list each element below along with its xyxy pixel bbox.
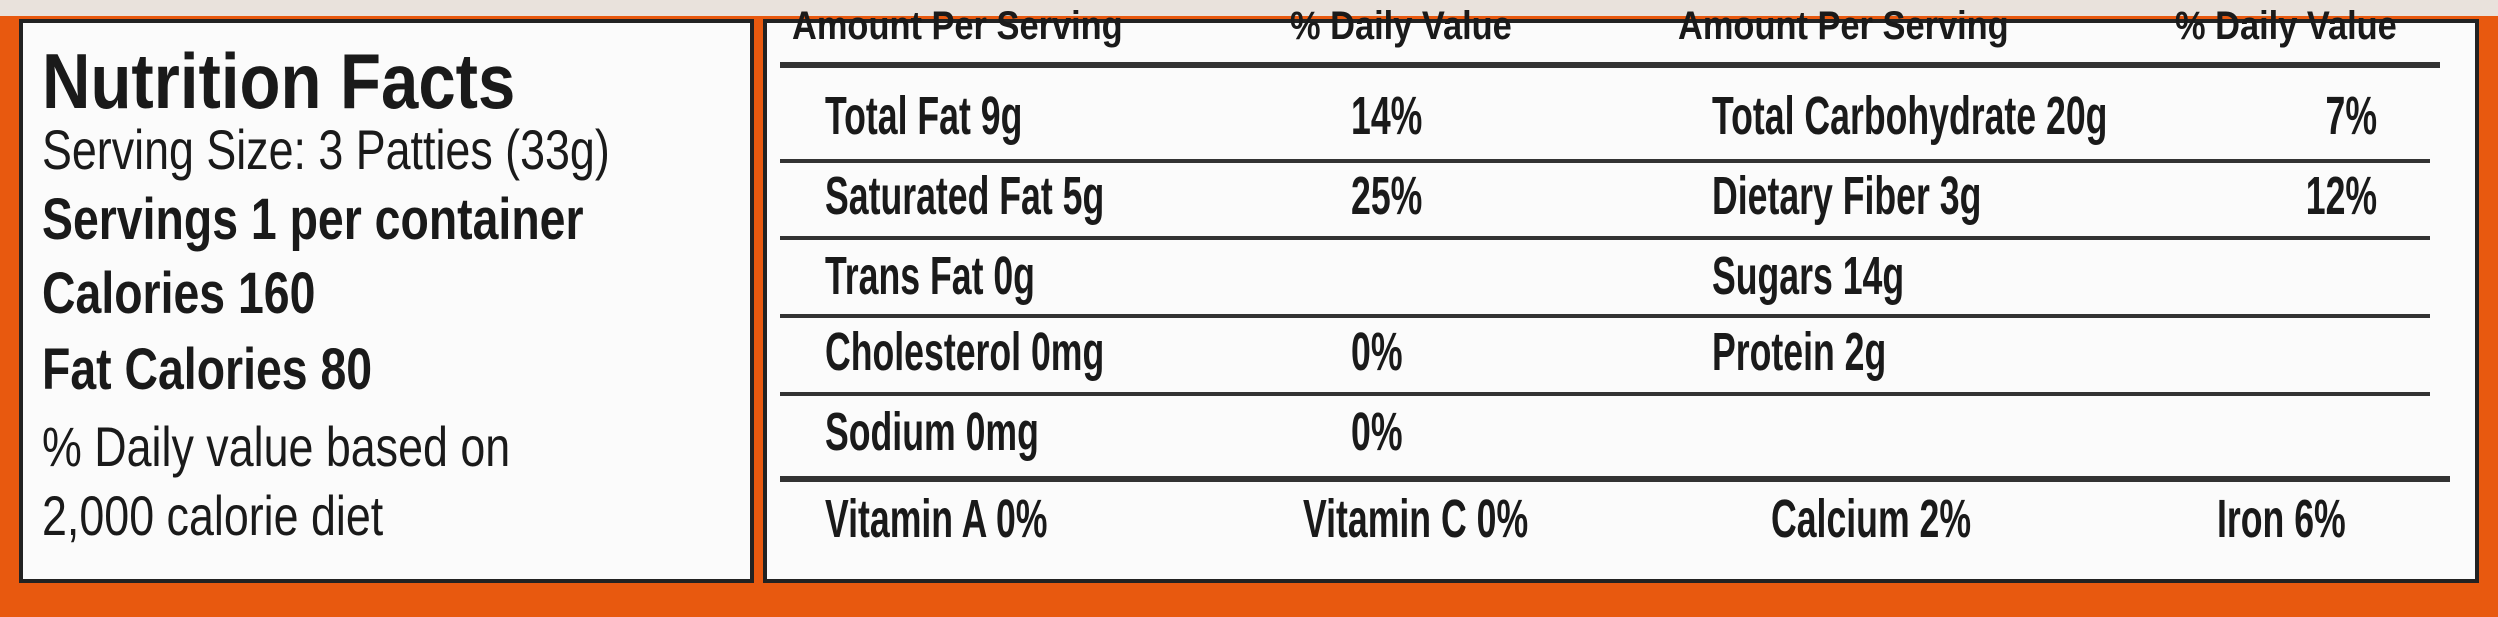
vitamin: Vitamin C 0% <box>1303 489 1529 549</box>
nutrient-name: Trans Fat 0g <box>825 246 1035 306</box>
rule <box>780 314 2430 318</box>
background-strip <box>0 0 2498 16</box>
vitamin: Iron 6% <box>2217 489 2346 549</box>
right-panel <box>763 19 2479 583</box>
nutrient-name: Dietary Fiber 3g <box>1712 166 1982 226</box>
fat-calories: Fat Calories 80 <box>42 337 373 402</box>
servings: Servings 1 per container <box>42 187 584 252</box>
calories: Calories 160 <box>42 261 316 326</box>
rule <box>780 159 2430 163</box>
daily-value: 25% <box>1351 166 1423 226</box>
daily-value: 7% <box>2325 86 2377 146</box>
serving-size: Serving Size: 3 Patties (33g) <box>42 118 610 181</box>
daily-value: 14% <box>1351 86 1423 146</box>
daily-value: 12% <box>2305 166 2377 226</box>
column-header: % Daily Value <box>1290 4 1512 48</box>
nutrient-name: Protein 2g <box>1712 322 1887 382</box>
rule <box>780 392 2430 396</box>
nutrient-name: Cholesterol 0mg <box>825 322 1105 382</box>
daily-value: 0% <box>1351 402 1403 462</box>
nutrient-name: Sugars 14g <box>1712 246 1905 306</box>
rule <box>780 236 2430 240</box>
rule <box>780 62 2440 68</box>
left-panel <box>19 19 754 583</box>
nutrient-name: Total Carbohydrate 20g <box>1712 86 2108 146</box>
daily-value: 0% <box>1351 322 1403 382</box>
rule <box>780 476 2450 482</box>
nutrient-name: Saturated Fat 5g <box>825 166 1105 226</box>
column-header: Amount Per Serving <box>1678 4 2009 48</box>
footnote: % Daily value based on <box>42 415 511 478</box>
nutrient-name: Total Fat 9g <box>825 86 1023 146</box>
column-header: Amount Per Serving <box>792 4 1123 48</box>
column-header: % Daily Value <box>2175 4 2397 48</box>
vitamin: Vitamin A 0% <box>825 489 1048 549</box>
nutrient-name: Sodium 0mg <box>825 402 1039 462</box>
vitamin: Calcium 2% <box>1771 489 1972 549</box>
footnote: 2,000 calorie diet <box>42 484 384 547</box>
title: Nutrition Facts <box>42 37 516 125</box>
